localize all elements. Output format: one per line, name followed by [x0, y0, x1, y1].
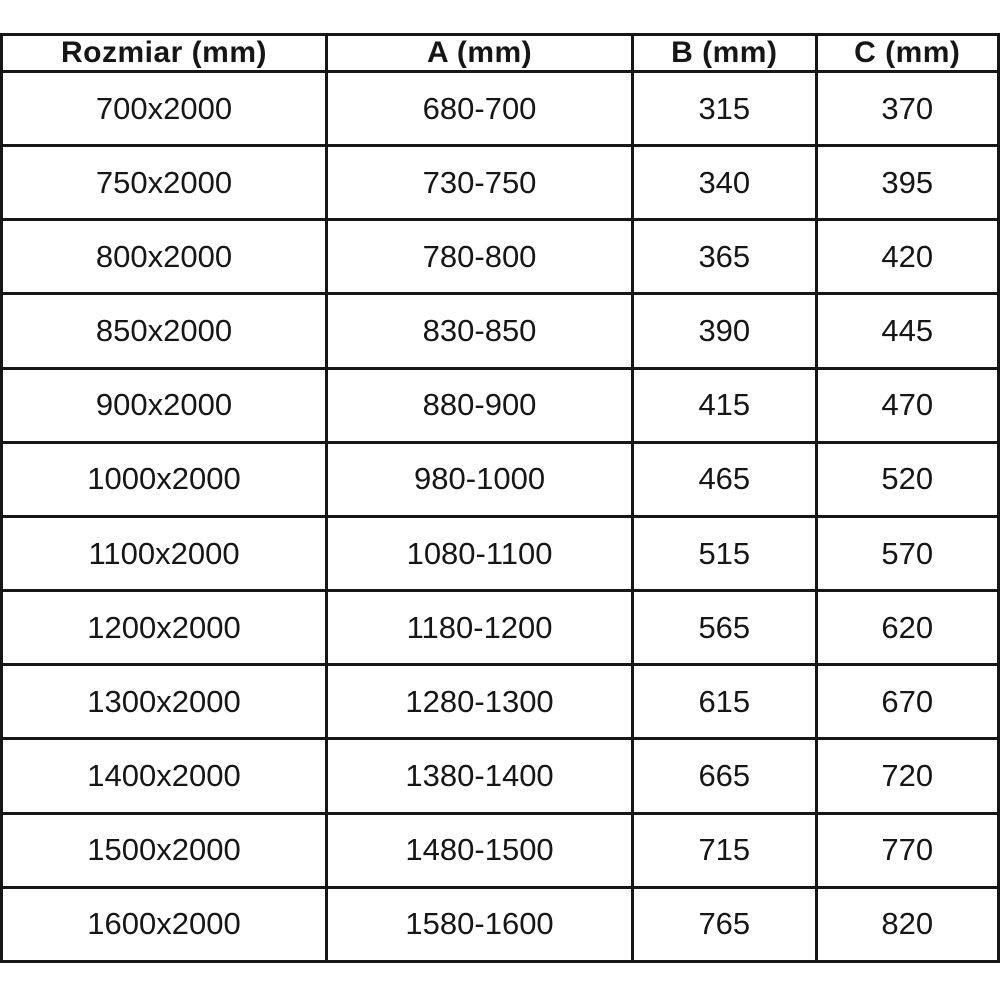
table-cell: 465 — [631, 440, 818, 518]
table-cell: 395 — [814, 144, 1000, 222]
table-cell: 370 — [814, 69, 1000, 148]
table-row: 850x2000 830-850 390 445 — [0, 292, 1000, 370]
table-cell: 1100x2000 — [0, 514, 329, 593]
column-header: B (mm) — [631, 33, 818, 73]
table-cell: 390 — [631, 292, 818, 370]
table-cell: 315 — [631, 69, 818, 148]
table-cell: 820 — [814, 885, 1000, 964]
table-cell: 620 — [814, 589, 1000, 667]
column-header: Rozmiar (mm) — [0, 33, 329, 73]
table-cell: 980-1000 — [325, 440, 635, 518]
table-row: 1600x2000 1580-1600 765 820 — [0, 885, 1000, 964]
table-cell: 770 — [814, 811, 1000, 889]
table-cell: 720 — [814, 737, 1000, 815]
table-cell: 700x2000 — [0, 69, 329, 148]
table-cell: 1300x2000 — [0, 663, 329, 741]
column-header: C (mm) — [814, 33, 1000, 73]
table-row: 700x2000 680-700 315 370 — [0, 69, 1000, 148]
table-cell: 1500x2000 — [0, 811, 329, 889]
table-cell: 1480-1500 — [325, 811, 635, 889]
table-cell: 565 — [631, 589, 818, 667]
table-cell: 615 — [631, 663, 818, 741]
table-row: 1000x2000 980-1000 465 520 — [0, 440, 1000, 518]
table-cell: 800x2000 — [0, 218, 329, 296]
table-cell: 765 — [631, 885, 818, 964]
table-cell: 515 — [631, 514, 818, 593]
table-cell: 445 — [814, 292, 1000, 370]
column-header: A (mm) — [325, 33, 635, 73]
table-cell: 1580-1600 — [325, 885, 635, 964]
table-row: 1500x2000 1480-1500 715 770 — [0, 811, 1000, 889]
table-row: 1300x2000 1280-1300 615 670 — [0, 663, 1000, 741]
table-cell: 1600x2000 — [0, 885, 329, 964]
table-row: 900x2000 880-900 415 470 — [0, 366, 1000, 444]
size-spec-table: Rozmiar (mm) A (mm) B (mm) C (mm) 700x2000 6… — [0, 33, 1000, 964]
table-cell: 780-800 — [325, 218, 635, 296]
table-body: 700x2000 680-700 315 370 750x2000 730-750 340 3… — [0, 69, 1000, 964]
table-row: 1100x2000 1080-1100 515 570 — [0, 514, 1000, 593]
table-cell: 1380-1400 — [325, 737, 635, 815]
table-cell: 730-750 — [325, 144, 635, 222]
table-cell: 470 — [814, 366, 1000, 444]
table-cell: 830-850 — [325, 292, 635, 370]
table-cell: 1400x2000 — [0, 737, 329, 815]
header-row: Rozmiar (mm) A (mm) B (mm) C (mm) — [0, 33, 1000, 73]
table-cell: 520 — [814, 440, 1000, 518]
table-cell: 750x2000 — [0, 144, 329, 222]
table-cell: 570 — [814, 514, 1000, 593]
table-row: 750x2000 730-750 340 395 — [0, 144, 1000, 222]
table-cell: 1080-1100 — [325, 514, 635, 593]
table-header: Rozmiar (mm) A (mm) B (mm) C (mm) — [0, 33, 1000, 73]
table-cell: 850x2000 — [0, 292, 329, 370]
table-cell: 900x2000 — [0, 366, 329, 444]
table-cell: 665 — [631, 737, 818, 815]
table-cell: 680-700 — [325, 69, 635, 148]
table-cell: 1200x2000 — [0, 589, 329, 667]
table-cell: 420 — [814, 218, 1000, 296]
table-cell: 415 — [631, 366, 818, 444]
table-row: 800x2000 780-800 365 420 — [0, 218, 1000, 296]
table-row: 1400x2000 1380-1400 665 720 — [0, 737, 1000, 815]
table-cell: 715 — [631, 811, 818, 889]
table-cell: 365 — [631, 218, 818, 296]
table-cell: 880-900 — [325, 366, 635, 444]
table-row: 1200x2000 1180-1200 565 620 — [0, 589, 1000, 667]
table-cell: 340 — [631, 144, 818, 222]
size-spec-table-container: Rozmiar (mm) A (mm) B (mm) C (mm) 700x2000 6… — [0, 33, 1000, 964]
table-cell: 1280-1300 — [325, 663, 635, 741]
table-cell: 670 — [814, 663, 1000, 741]
table-cell: 1180-1200 — [325, 589, 635, 667]
table-cell: 1000x2000 — [0, 440, 329, 518]
